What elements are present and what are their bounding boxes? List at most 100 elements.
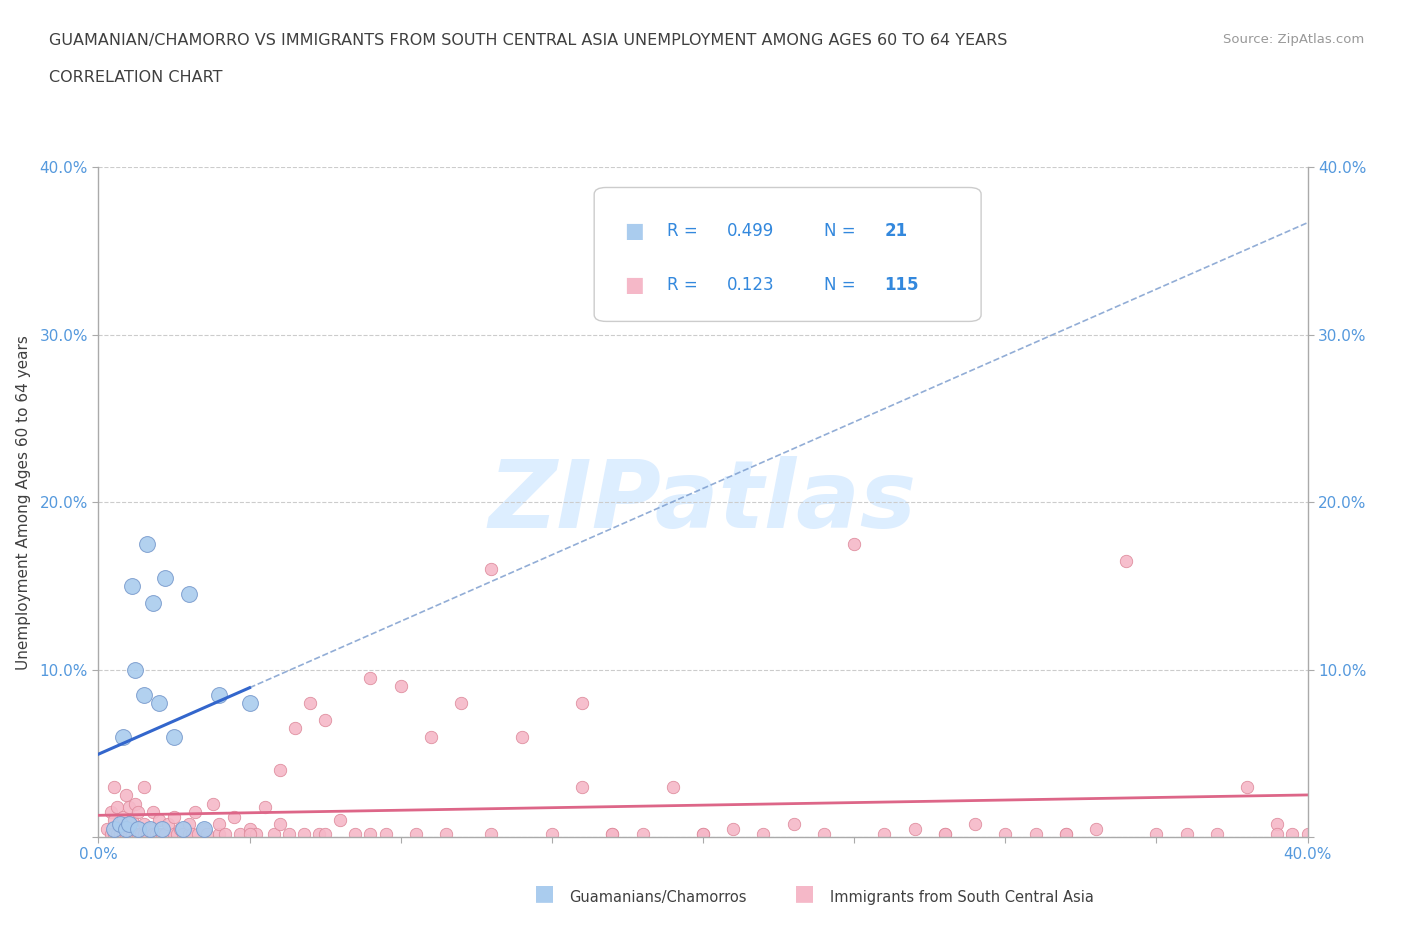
- Text: ■: ■: [624, 274, 644, 295]
- Point: [1206, 826, 1229, 841]
- Point: [844, 537, 866, 551]
- Text: ■: ■: [624, 221, 644, 241]
- Point: [142, 826, 165, 841]
- Point: [602, 826, 624, 841]
- Point: [904, 821, 927, 836]
- Point: [269, 763, 291, 777]
- Point: [118, 817, 141, 831]
- Point: [114, 821, 136, 836]
- Point: [284, 721, 307, 736]
- Point: [100, 826, 122, 841]
- Point: [193, 821, 215, 836]
- Point: [108, 817, 131, 831]
- Point: [195, 826, 218, 841]
- Text: 0.499: 0.499: [727, 222, 775, 240]
- Point: [292, 826, 315, 841]
- Point: [1054, 826, 1077, 841]
- Point: [105, 826, 128, 841]
- Point: [202, 796, 225, 811]
- Point: [124, 796, 146, 811]
- Point: [108, 826, 131, 841]
- Point: [103, 813, 125, 828]
- Point: [153, 826, 176, 841]
- Point: [111, 809, 134, 824]
- Point: [269, 817, 291, 831]
- Point: [450, 696, 472, 711]
- Point: [111, 826, 134, 841]
- Point: [934, 826, 956, 841]
- Point: [114, 788, 136, 803]
- Point: [1281, 826, 1303, 841]
- Point: [1236, 779, 1258, 794]
- Point: [314, 712, 336, 727]
- Text: 115: 115: [884, 275, 920, 294]
- Point: [172, 821, 194, 836]
- Point: [163, 826, 186, 841]
- Point: [360, 671, 382, 685]
- Point: [214, 826, 236, 841]
- Point: [103, 826, 125, 841]
- Point: [187, 826, 209, 841]
- Point: [692, 826, 714, 841]
- Point: [239, 696, 262, 711]
- Point: [420, 729, 443, 744]
- Point: [434, 826, 457, 841]
- Point: [142, 804, 165, 819]
- Y-axis label: Unemployment Among Ages 60 to 64 years: Unemployment Among Ages 60 to 64 years: [17, 335, 31, 670]
- Point: [193, 821, 215, 836]
- Point: [253, 800, 276, 815]
- Point: [127, 826, 149, 841]
- Point: [1144, 826, 1167, 841]
- Point: [329, 813, 352, 828]
- Point: [121, 826, 143, 841]
- Point: [169, 821, 191, 836]
- Point: [873, 826, 896, 841]
- Point: [994, 826, 1017, 841]
- Text: N =: N =: [824, 275, 855, 294]
- Point: [148, 696, 170, 711]
- Text: ■: ■: [534, 883, 555, 903]
- Point: [100, 804, 122, 819]
- Point: [124, 826, 146, 841]
- Point: [208, 817, 231, 831]
- Text: N =: N =: [824, 222, 855, 240]
- Point: [934, 826, 956, 841]
- Point: [571, 696, 593, 711]
- Point: [263, 826, 285, 841]
- Point: [103, 779, 125, 794]
- Point: [153, 570, 176, 585]
- Point: [156, 817, 179, 831]
- Text: Guamanians/Chamorros: Guamanians/Chamorros: [569, 890, 747, 905]
- Point: [135, 537, 157, 551]
- Point: [314, 826, 336, 841]
- Text: 0.123: 0.123: [727, 275, 775, 294]
- Point: [163, 729, 186, 744]
- Point: [1115, 553, 1137, 568]
- Point: [374, 826, 396, 841]
- Point: [166, 826, 188, 841]
- Point: [602, 826, 624, 841]
- Point: [121, 813, 143, 828]
- Point: [163, 809, 186, 824]
- Point: [129, 826, 152, 841]
- Point: [1267, 817, 1289, 831]
- Point: [139, 821, 162, 836]
- Point: [121, 578, 143, 593]
- Point: [299, 696, 322, 711]
- Point: [103, 821, 125, 836]
- Text: GUAMANIAN/CHAMORRO VS IMMIGRANTS FROM SOUTH CENTRAL ASIA UNEMPLOYMENT AMONG AGES: GUAMANIAN/CHAMORRO VS IMMIGRANTS FROM SO…: [49, 33, 1008, 47]
- Point: [132, 779, 155, 794]
- Point: [150, 826, 173, 841]
- Point: [148, 826, 170, 841]
- Point: [1175, 826, 1198, 841]
- Point: [277, 826, 299, 841]
- Point: [135, 826, 157, 841]
- Text: Source: ZipAtlas.com: Source: ZipAtlas.com: [1223, 33, 1364, 46]
- Point: [965, 817, 987, 831]
- Point: [1085, 821, 1108, 836]
- Point: [179, 587, 201, 602]
- Point: [481, 826, 503, 841]
- FancyBboxPatch shape: [595, 188, 981, 322]
- Point: [105, 800, 128, 815]
- Point: [111, 729, 134, 744]
